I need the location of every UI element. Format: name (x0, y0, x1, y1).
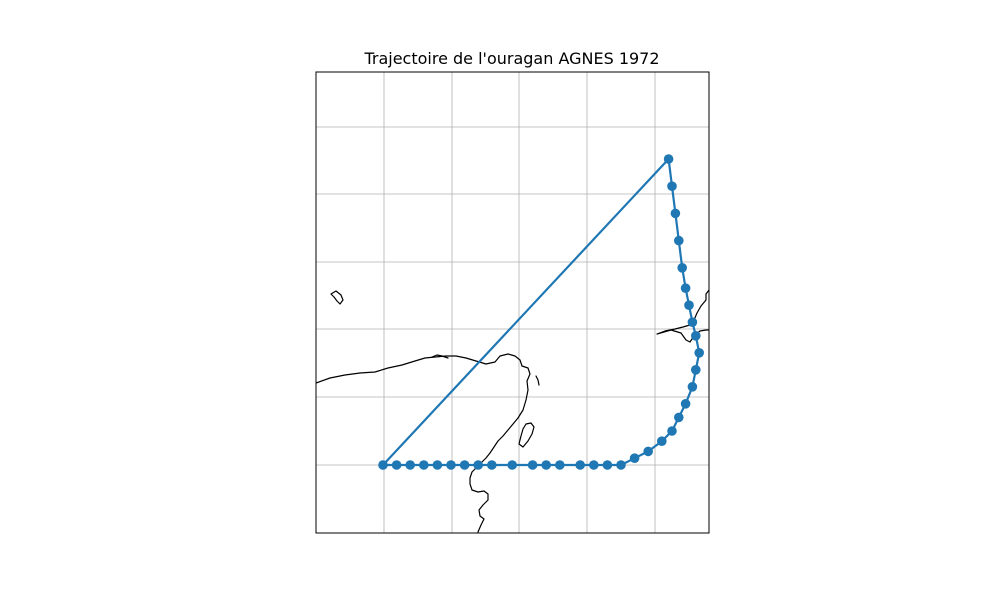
track-point (674, 412, 684, 423)
coastline-gulf-mexico (316, 353, 531, 533)
track-point (667, 181, 677, 191)
track-point (541, 460, 551, 470)
track-point (687, 382, 698, 392)
track-point (663, 154, 674, 164)
track-point (657, 436, 667, 447)
track-point (459, 460, 470, 470)
track-point (378, 460, 388, 470)
track-point (691, 331, 701, 341)
track-point (527, 460, 538, 470)
island-cozumel (518, 422, 535, 448)
map-frame (315, 71, 710, 534)
track-point (391, 460, 402, 470)
coastline-shore-detail (431, 354, 449, 359)
island-west (330, 290, 344, 305)
track-point (677, 263, 687, 273)
track-point (684, 300, 694, 311)
track-point (616, 460, 626, 470)
island-small-north (535, 375, 540, 386)
track-points (378, 154, 704, 470)
hurricane-track (378, 154, 704, 470)
track-point (670, 208, 681, 219)
track-point (473, 460, 484, 470)
track-point (680, 283, 691, 294)
track-point (555, 460, 565, 470)
track-point (674, 235, 684, 246)
track-point (629, 453, 640, 464)
map-title: Trajectoire de l'ouragan AGNES 1972 (363, 49, 659, 68)
track-point (507, 460, 517, 470)
track-point (419, 460, 429, 470)
track-point (667, 426, 677, 436)
track-point (432, 460, 443, 470)
track-point (589, 460, 599, 470)
track-point (680, 399, 691, 409)
track-point (575, 460, 585, 470)
track-point (446, 460, 456, 470)
track-point (602, 460, 613, 470)
track-point (405, 460, 416, 470)
track-point (691, 365, 701, 375)
track-point (643, 446, 653, 457)
map-background (316, 72, 709, 533)
track-point (694, 348, 704, 358)
track-point (687, 317, 698, 328)
track-point (487, 460, 497, 470)
